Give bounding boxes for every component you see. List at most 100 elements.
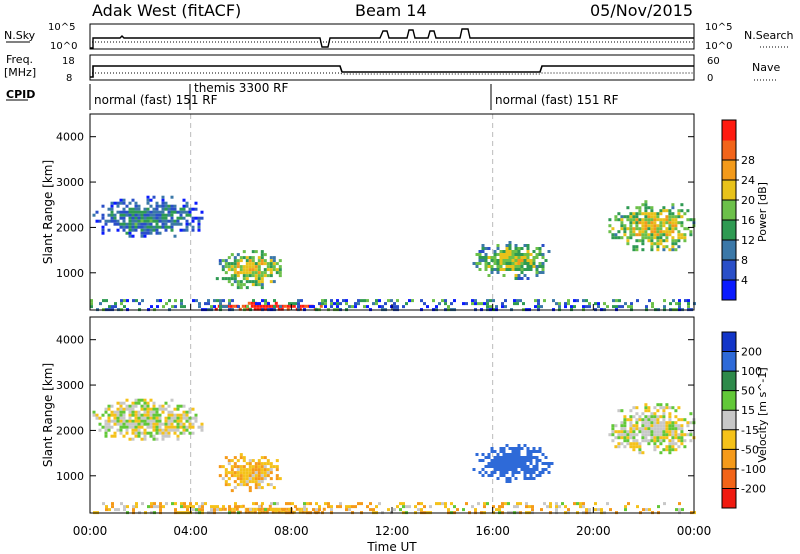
data-cell: [369, 502, 372, 506]
data-cell: [647, 227, 651, 231]
colorbar-swatch: [722, 371, 736, 392]
data-cell: [260, 468, 264, 472]
data-cell: [372, 302, 375, 306]
data-cell: [529, 456, 533, 459]
data-cell: [123, 505, 126, 509]
data-cell: [677, 209, 681, 213]
data-cell: [674, 248, 678, 252]
data-cell: [638, 415, 642, 419]
data-cell: [179, 413, 183, 417]
velocity-plot: [89, 316, 696, 515]
data-cell: [269, 465, 273, 469]
data-cell: [239, 468, 243, 472]
data-cell: [508, 447, 512, 450]
data-cell: [137, 204, 141, 208]
data-cell: [125, 428, 129, 432]
data-cell: [354, 305, 357, 309]
data-cell: [239, 268, 243, 272]
data-cell: [635, 221, 639, 225]
data-cell: [678, 305, 681, 309]
data-cell: [471, 505, 474, 509]
data-cell: [653, 439, 657, 443]
data-cell: [511, 468, 515, 471]
data-cell: [111, 502, 114, 506]
data-cell: [143, 234, 147, 238]
data-cell: [90, 302, 93, 306]
data-cell: [526, 259, 530, 262]
data-cell: [478, 253, 482, 256]
data-cell: [263, 259, 267, 263]
data-cell: [496, 462, 500, 465]
power-cells: [90, 114, 696, 312]
data-cell: [507, 502, 510, 506]
data-cell: [638, 230, 642, 234]
data-cell: [239, 271, 243, 275]
data-cell: [158, 216, 162, 220]
data-cell: [113, 410, 117, 414]
data-cell: [375, 505, 378, 509]
data-cell: [478, 471, 482, 474]
data-cell: [200, 428, 204, 432]
data-cell: [266, 471, 270, 475]
data-cell: [268, 504, 272, 508]
data-cell: [152, 228, 156, 232]
data-cell: [197, 222, 201, 226]
data-cell: [304, 507, 308, 511]
data-cell: [278, 265, 282, 269]
data-cell: [677, 445, 681, 449]
data-cell: [95, 413, 99, 417]
data-cell: [161, 431, 165, 435]
data-cell: [257, 477, 261, 481]
data-cell: [251, 459, 255, 463]
data-cell: [222, 505, 225, 509]
data-cell: [194, 207, 198, 211]
data-cell: [132, 505, 135, 509]
colorbar-swatch: [722, 390, 736, 411]
data-cell: [254, 277, 258, 281]
data-cell: [490, 259, 494, 262]
data-cell: [270, 508, 273, 512]
data-cell: [650, 218, 654, 222]
data-cell: [164, 431, 168, 435]
data-cell: [134, 431, 138, 435]
data-cell: [149, 416, 153, 420]
data-cell: [227, 265, 231, 269]
data-cell: [499, 456, 503, 459]
data-cell: [641, 451, 645, 455]
data-cell: [669, 302, 672, 306]
data-cell: [348, 305, 351, 309]
data-cell: [495, 305, 498, 309]
data-cell: [186, 505, 189, 509]
data-cell: [251, 474, 255, 478]
data-cell: [219, 305, 222, 309]
data-cell: [170, 419, 174, 423]
data-cell: [173, 431, 177, 435]
data-cell: [555, 502, 558, 506]
data-cell: [158, 210, 162, 214]
data-cell: [678, 502, 681, 506]
data-cell: [526, 244, 530, 247]
data-cell: [176, 422, 180, 426]
power-ylabel: Slant Range [km]: [41, 160, 55, 264]
data-cell: [131, 431, 135, 435]
data-cell: [662, 406, 666, 410]
data-cell: [513, 302, 516, 306]
data-cell: [236, 465, 240, 469]
data-cell: [183, 505, 186, 509]
data-cell: [659, 403, 663, 407]
data-cell: [502, 468, 506, 471]
data-cell: [668, 230, 672, 234]
freq-label: Freq.: [6, 53, 33, 66]
data-cell: [668, 212, 672, 216]
data-cell: [122, 413, 126, 417]
data-cell: [339, 302, 342, 306]
data-cell: [629, 421, 633, 425]
data-cell: [330, 302, 333, 306]
data-cell: [216, 508, 219, 512]
data-cell: [158, 419, 162, 423]
data-cell: [248, 256, 252, 260]
data-cell: [375, 299, 378, 303]
data-cell: [248, 489, 252, 493]
data-cell: [164, 222, 168, 226]
data-cell: [245, 280, 249, 284]
